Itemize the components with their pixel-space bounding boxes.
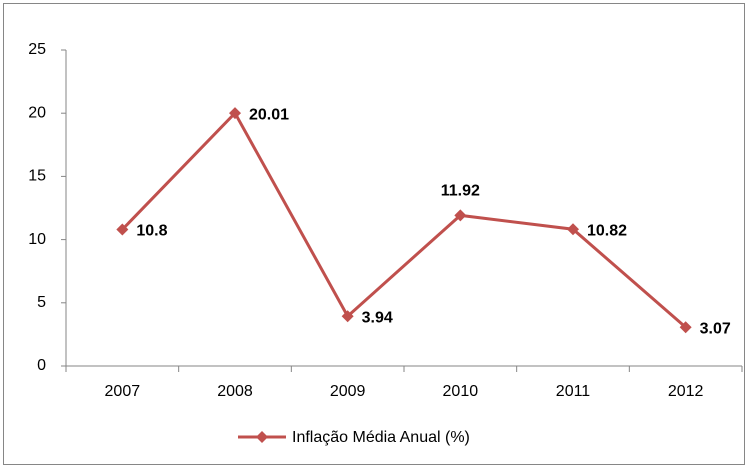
x-tick-label: 2008: [217, 383, 253, 400]
legend-label: Inflação Média Anual (%): [292, 429, 470, 446]
point: [454, 209, 467, 222]
data-label: 20.01: [249, 106, 289, 123]
point: [567, 223, 579, 236]
x-tick-label: 2012: [668, 383, 704, 400]
point: [341, 310, 354, 323]
series-line: [121, 110, 687, 329]
y-tick-label: 20: [28, 104, 46, 121]
y-tick-label: 0: [37, 357, 46, 374]
y-tick-label: 25: [28, 41, 46, 58]
data-label: 11.92: [441, 183, 480, 200]
data-label: 10.8: [136, 223, 167, 240]
chart-border: [3, 3, 745, 465]
point: [116, 223, 129, 236]
x-tick-label: 2010: [443, 383, 479, 400]
x-tick-label: 2007: [105, 383, 141, 400]
point: [679, 321, 692, 334]
x-tick-label: 2011: [556, 383, 591, 400]
y-tick-label: 10: [28, 231, 46, 248]
y-tick-label: 5: [37, 294, 46, 311]
legend-marker: [256, 431, 268, 443]
x-tick-label: 2009: [330, 383, 366, 400]
y-tick-label: 15: [28, 168, 46, 185]
data-label: 3.07: [700, 320, 731, 337]
point: [229, 107, 241, 120]
data-label: 3.94: [362, 309, 393, 326]
data-label: 10.82: [587, 222, 627, 239]
